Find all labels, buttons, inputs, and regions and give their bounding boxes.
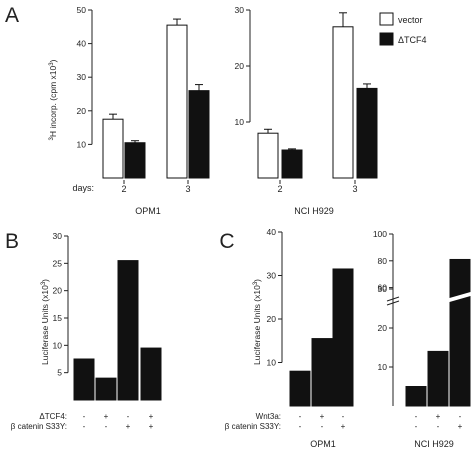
panel-b-y-tick-label: 30 — [53, 231, 63, 241]
bar-c-nci-break-gap — [446, 291, 474, 303]
panel-b-y-tick-label: 5 — [57, 368, 62, 378]
panel-c-nci-label: NCI H929 — [414, 439, 454, 449]
panel-b-sign: - — [127, 412, 130, 421]
bar-c-nci-2 — [427, 350, 449, 407]
panel-b: B Luciferase Units (x103) 5 10 15 20 25 30 ΔTCF4… — [5, 230, 162, 431]
panel-a-opm-y-tick-label: 50 — [77, 5, 87, 15]
panel-a-opm-y-tick-label: 20 — [77, 106, 87, 116]
bar-a-opm-dtcf4-day2 — [124, 142, 146, 179]
panel-c-nci-tick-label: 20 — [378, 323, 388, 333]
panel-b-ylabel: Luciferase Units (x103) — [40, 279, 50, 365]
panel-c-nci-tick-label: 80 — [378, 256, 388, 266]
legend-label-vector: vector — [398, 15, 423, 25]
panel-c-letter: C — [219, 230, 234, 253]
panel-c-sign: + — [341, 422, 346, 431]
panel-a-opm-y-tick-label: 30 — [77, 72, 87, 82]
panel-a-letter: A — [5, 4, 19, 27]
panel-c-sign: - — [342, 412, 345, 421]
panel-a-opm-y-tick-label: 10 — [77, 139, 87, 149]
panel-a-nci-y-tick-label: 10 — [235, 117, 245, 127]
panel-c-nci-tick-label: 60 — [378, 283, 388, 293]
panel-b-y-tick-label: 10 — [53, 340, 63, 350]
panel-c-row-label: β catenin S33Y: — [225, 422, 281, 431]
panel-b-sign: - — [105, 422, 108, 431]
panel-c-nci-tick-label: 10 — [378, 362, 388, 372]
bar-c-nci-3 — [449, 258, 471, 407]
panel-c-sign: - — [415, 412, 418, 421]
panel-a-day-label: 3 — [185, 184, 190, 194]
panel-a-day-label: 2 — [277, 184, 282, 194]
panel-b-sign: - — [83, 422, 86, 431]
panel-c-sign: - — [437, 422, 440, 431]
bar-c-opm-1 — [289, 370, 311, 407]
bar-a-nci-vector-day3 — [332, 26, 354, 179]
bar-b-1 — [73, 358, 95, 401]
panel-b-row-label: β catenin S33Y: — [11, 422, 67, 431]
panel-a-nci-y-tick-label: 20 — [235, 61, 245, 71]
bar-a-opm-vector-day2 — [102, 118, 124, 179]
panel-c-ylabel: Luciferase Units (x103) — [252, 279, 262, 365]
panel-a-ylabel: 3H incorp. (cpm x103) — [48, 59, 58, 140]
panel-c-sign: - — [321, 422, 324, 431]
panel-a-cellline-label: OPM1 — [135, 206, 161, 216]
legend-swatch-vector — [379, 12, 394, 26]
panel-b-y-tick-label: 25 — [53, 258, 63, 268]
panel-c-opm-y-tick-label: 40 — [267, 227, 277, 237]
panel-a-days-label: days: — [72, 183, 94, 193]
panel-b-y-tick-label: 15 — [53, 313, 63, 323]
panel-a-nci-y-tick-label: 30 — [235, 5, 245, 15]
panel-a-cellline-label: NCI H929 — [294, 206, 334, 216]
bar-c-opm-2 — [311, 338, 333, 407]
bar-a-opm-vector-day3 — [166, 24, 188, 179]
panel-b-sign: + — [149, 412, 154, 421]
panel-a: A 3H incorp. (cpm x103) days: 10 20 30 40 50 2 3 O… — [5, 4, 427, 216]
panel-c-opm-y-tick-label: 20 — [267, 314, 277, 324]
panel-c-sign: + — [320, 412, 325, 421]
legend-swatch-dtcf4 — [379, 32, 394, 46]
panel-b-sign: + — [104, 412, 109, 421]
panel-c-sign: + — [436, 412, 441, 421]
bar-a-nci-vector-day2 — [257, 132, 279, 179]
panel-c-sign: - — [299, 422, 302, 431]
panel-b-sign: + — [149, 422, 154, 431]
panel-c-sign: + — [458, 422, 463, 431]
panel-c-axis-break-mark — [386, 296, 400, 306]
bar-c-nci-1 — [405, 386, 427, 407]
panel-b-sign: - — [83, 412, 86, 421]
panel-b-y-tick-label: 20 — [53, 286, 63, 296]
panel-c-row-label: Wnt3a: — [256, 412, 281, 421]
panel-c-nci-tick-label: 100 — [373, 229, 387, 239]
panel-c-sign: - — [299, 412, 302, 421]
panel-c-opm-y-tick-label: 10 — [267, 358, 277, 368]
bar-a-nci-dtcf4-day2 — [281, 149, 303, 179]
panel-c-sign: - — [415, 422, 418, 431]
panel-c-nci-tick-label: 30 — [378, 284, 388, 294]
panel-a-day-label: 3 — [352, 184, 357, 194]
panel-b-row-label: ΔTCF4: — [39, 412, 67, 421]
bar-b-3 — [117, 260, 139, 401]
bar-c-opm-3 — [332, 268, 354, 407]
panel-a-day-label: 2 — [121, 184, 126, 194]
bar-a-nci-dtcf4-day3 — [356, 87, 378, 179]
panel-b-letter: B — [5, 230, 19, 253]
panel-c-opm-y-tick-label: 30 — [267, 271, 277, 281]
panel-c-sign: - — [459, 412, 462, 421]
bar-a-opm-dtcf4-day3 — [188, 90, 210, 179]
legend-label-dtcf4: ΔTCF4 — [398, 35, 427, 45]
panel-c: C Luciferase Units (x103) 10 20 30 40 OPM1 10 20… — [219, 227, 474, 449]
bar-b-2 — [95, 377, 117, 401]
panel-a-opm-y-tick-label: 40 — [77, 39, 87, 49]
panel-b-sign: + — [126, 422, 131, 431]
bar-b-4 — [140, 347, 162, 401]
panel-c-opm-label: OPM1 — [310, 439, 336, 449]
